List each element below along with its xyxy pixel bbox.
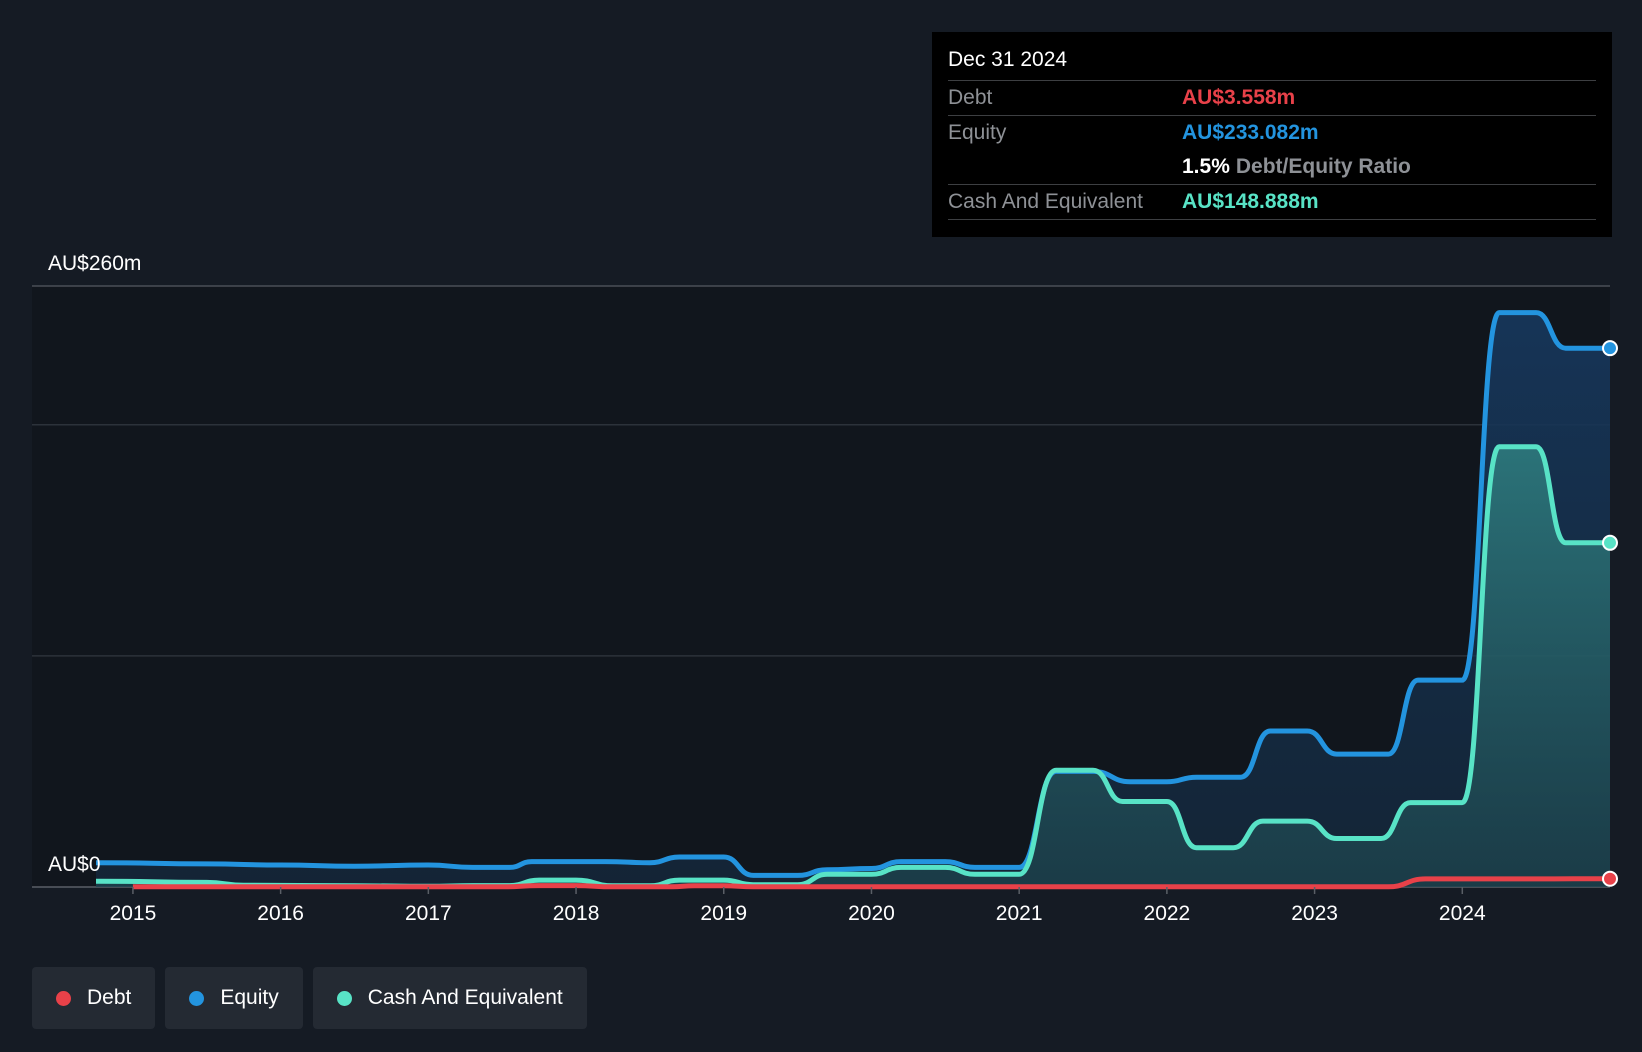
- legend-item-debt[interactable]: Debt: [32, 967, 156, 1029]
- tooltip-date: Dec 31 2024: [948, 46, 1596, 81]
- debt-line: [132, 876, 1610, 890]
- equity-line: [95, 310, 1610, 878]
- legend-label-cash: Cash And Equivalent: [367, 986, 563, 1009]
- x-tick-label: 2020: [848, 902, 895, 925]
- tooltip-cash-row: Cash And Equivalent AU$148.888m: [948, 185, 1596, 220]
- y-axis-bottom-label: AU$0: [48, 853, 101, 876]
- cash-end-marker: [1602, 534, 1618, 551]
- legend-item-cash[interactable]: Cash And Equivalent: [312, 967, 587, 1029]
- legend: Debt Equity Cash And Equivalent: [32, 967, 597, 1029]
- tooltip-equity-value: AU$233.082m: [1182, 121, 1319, 144]
- x-tick-label: 2021: [996, 902, 1043, 925]
- tooltip-debt-label: Debt: [948, 86, 993, 109]
- tooltip-cash-label: Cash And Equivalent: [948, 190, 1143, 213]
- cash-area: [96, 446, 1610, 887]
- y-axis-top-label: AU$260m: [48, 252, 141, 275]
- x-tick-label: 2017: [405, 902, 452, 925]
- cash-dot-icon: [336, 990, 352, 1006]
- tooltip-ratio-spacer: [948, 150, 1182, 184]
- legend-item-equity[interactable]: Equity: [165, 967, 303, 1029]
- legend-label-debt: Debt: [87, 986, 132, 1009]
- x-tick-label: 2022: [1144, 902, 1191, 925]
- tooltip: Dec 31 2024 Debt AU$3.558m Equity AU$233…: [932, 32, 1612, 237]
- tooltip-ratio-value: 1.5%: [1182, 155, 1230, 178]
- x-tick-label: 2023: [1291, 902, 1338, 925]
- tooltip-ratio-row: 1.5% Debt/Equity Ratio: [948, 150, 1596, 185]
- tooltip-equity-label: Equity: [948, 121, 1007, 144]
- legend-label-equity: Equity: [220, 986, 279, 1009]
- tooltip-cash-value: AU$148.888m: [1182, 190, 1319, 213]
- debt-dot-icon: [56, 990, 71, 1006]
- x-tick-label: 2016: [257, 902, 304, 925]
- equity-dot-icon: [189, 990, 205, 1006]
- x-tick-label: 2019: [700, 902, 747, 925]
- tooltip-ratio-label: Debt/Equity Ratio: [1235, 155, 1411, 178]
- debt-end-marker: [1602, 870, 1618, 887]
- x-tick-label: 2015: [110, 902, 157, 925]
- equity-end-marker: [1602, 340, 1618, 357]
- tooltip-debt-value: AU$3.558m: [1182, 86, 1296, 109]
- tooltip-debt-row: Debt AU$3.558m: [948, 81, 1596, 116]
- x-tick-label: 2024: [1439, 902, 1486, 925]
- x-tick-label: 2018: [553, 902, 600, 925]
- tooltip-equity-row: Equity AU$233.082m: [948, 116, 1596, 150]
